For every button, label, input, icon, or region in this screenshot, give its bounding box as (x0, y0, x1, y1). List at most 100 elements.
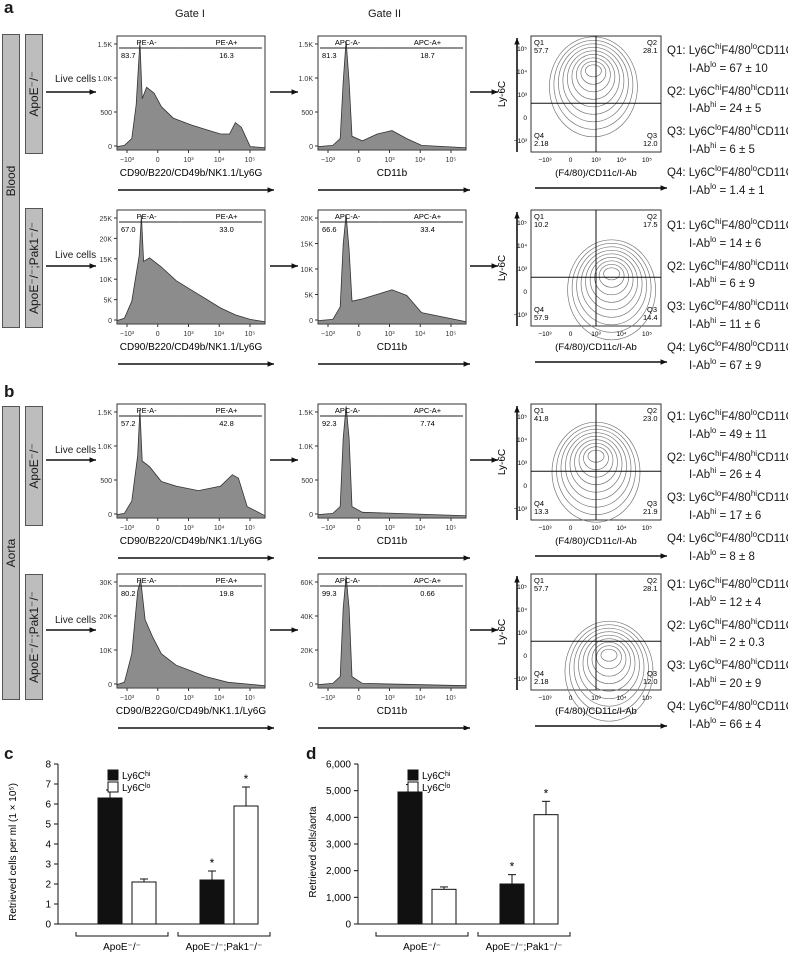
q3-label: Q3 (647, 669, 657, 678)
arrowhead (514, 406, 520, 413)
x-tick-label: 10⁴ (214, 157, 225, 164)
gate-pos-value: 42.8 (219, 419, 234, 428)
y-tick-label: 1.5K (98, 410, 113, 417)
stat-text: Q1: Ly6C (667, 219, 716, 232)
x-tick-label: 10⁴ (214, 331, 225, 338)
gate-neg-value: 81.3 (322, 51, 337, 60)
x-tick-label: 0 (156, 157, 160, 164)
y-tick-label: 500 (100, 478, 112, 485)
x-axis-label: CD11b (377, 706, 408, 717)
quadrant-stat-line: Q2: Ly6ChiF4/80hiCD11Chi (667, 615, 788, 633)
stat-text: F4/80 (721, 44, 751, 57)
gate-neg-label: PE-A- (137, 38, 158, 47)
stat-text: I-Ab (689, 237, 711, 250)
x-tick-label: 0 (156, 331, 160, 338)
q3-label: Q3 (647, 305, 657, 314)
y-tick-label: 10⁴ (517, 69, 527, 76)
q2-label: Q2 (647, 576, 657, 585)
stat-text: I-Ab (689, 184, 711, 197)
contour-line (576, 246, 647, 326)
arrowhead (491, 263, 498, 269)
superscript: lo (715, 163, 722, 173)
superscript: hi (710, 507, 717, 517)
y-axis-label: Ly-6C (497, 619, 508, 645)
superscript: hi (750, 298, 758, 308)
quadrant-stat-line: Q1: Ly6ChiF4/80loCD11Clo (667, 406, 788, 424)
live-cells-label: Live cells (55, 445, 97, 456)
significance-mark: * (544, 786, 549, 800)
histogram-curve (116, 41, 266, 151)
superscript: lo (715, 123, 722, 133)
live-cells-label: Live cells (55, 615, 97, 626)
y-tick-label: 500 (301, 478, 313, 485)
stat-text: I-Ab (689, 637, 711, 650)
y-tick-label: 40K (301, 614, 314, 621)
x-axis-label: CD11b (377, 168, 408, 179)
y-tick-label: 0 (309, 682, 313, 689)
y-tick-label: 10⁵ (517, 220, 527, 227)
q3-value: 12.0 (643, 677, 658, 686)
stat-text: Q4: Ly6C (667, 532, 716, 545)
contour-line (571, 53, 616, 100)
quadrant-stat-value: I-Ablo = 66 ± 4 (667, 714, 788, 732)
q1-label: Q1 (534, 212, 544, 221)
superscript: lo (710, 181, 717, 191)
legend-label: Ly6Clo (422, 783, 451, 794)
gate-neg-label: APC-A- (335, 38, 361, 47)
y-tick-label: 0 (345, 920, 351, 931)
y-tick-label: 0 (309, 318, 313, 325)
gate-pos-value: 33.0 (219, 225, 234, 234)
stat-text: I-Ab (689, 62, 711, 75)
y-tick-label: −10³ (514, 676, 528, 683)
stat-text: Q1: Ly6C (667, 578, 716, 591)
quadrant-stat-value: I-Ablo = 67 ± 10 (667, 58, 788, 76)
x-axis-label: CD90/B22G0/CD49b/NK1.1/Ly6G (116, 706, 266, 717)
y-tick-label: 10K (100, 277, 113, 284)
contour-line (578, 631, 640, 700)
stat-text: CD11C (757, 451, 788, 464)
q4-label: Q4 (534, 131, 544, 140)
gate-1-histogram: 25K 20K 15K 10K 5K 0 −10³ 0 10³ 10⁴ 10⁵ PE-A- PE-A+ 6… (100, 209, 266, 338)
gate-pos-value: 18.7 (420, 51, 435, 60)
stat-text: F4/80 (721, 341, 751, 354)
bar (431, 888, 457, 925)
y-tick-label: 0 (523, 289, 527, 296)
stat-text: CD11C (757, 301, 788, 314)
superscript: hi (750, 616, 758, 626)
contour-line (600, 648, 618, 662)
group-bracket (375, 932, 469, 937)
y-tick-label: 60K (301, 580, 314, 587)
stat-text: CD11C (757, 126, 788, 139)
superscript: lo (710, 593, 717, 603)
gate-pos-value: 7.74 (420, 419, 435, 428)
stat-text: I-Ab (689, 278, 711, 291)
superscript: hi (715, 257, 722, 267)
quadrant-stat-line: Q3: Ly6CloF4/80hiCD11Chi (667, 121, 788, 139)
x-tick-label: 0 (357, 695, 361, 702)
stat-text: CD11C (757, 700, 788, 713)
arrowhead (491, 457, 498, 463)
bar (533, 814, 559, 925)
bar (97, 797, 123, 925)
quadrant-stat-value: I-Ablo = 12 ± 4 (667, 592, 788, 610)
arrowhead (514, 212, 520, 219)
gate-neg-label: APC-A- (335, 212, 361, 221)
histogram-curve (116, 409, 266, 519)
y-tick-label: 0 (309, 144, 313, 151)
contour-line (585, 64, 602, 78)
q2-value: 28.1 (643, 584, 658, 593)
contour-line (549, 36, 638, 138)
stat-text: F4/80 (721, 660, 751, 673)
q1-value: 57.7 (534, 584, 549, 593)
y-tick-label: 5K (304, 293, 313, 300)
arrowhead (89, 89, 96, 95)
q2-value: 23.0 (643, 414, 658, 423)
gate-1-histogram: 1.5K 1.0K 500 0 −10³ 0 10³ 10⁴ 10⁵ PE-A- PE-A+ 83.7… (98, 35, 266, 164)
x-tick-label: 10⁴ (616, 525, 626, 532)
y-tick-label: 7 (45, 780, 51, 791)
y-tick-label: 4,000 (326, 813, 351, 824)
quadrant-stat-value: I-Abhi = 20 ± 9 (667, 673, 788, 691)
stat-text: F4/80 (721, 219, 751, 232)
group-label: ApoE⁻/⁻;Pak1⁻/⁻ (186, 942, 263, 953)
